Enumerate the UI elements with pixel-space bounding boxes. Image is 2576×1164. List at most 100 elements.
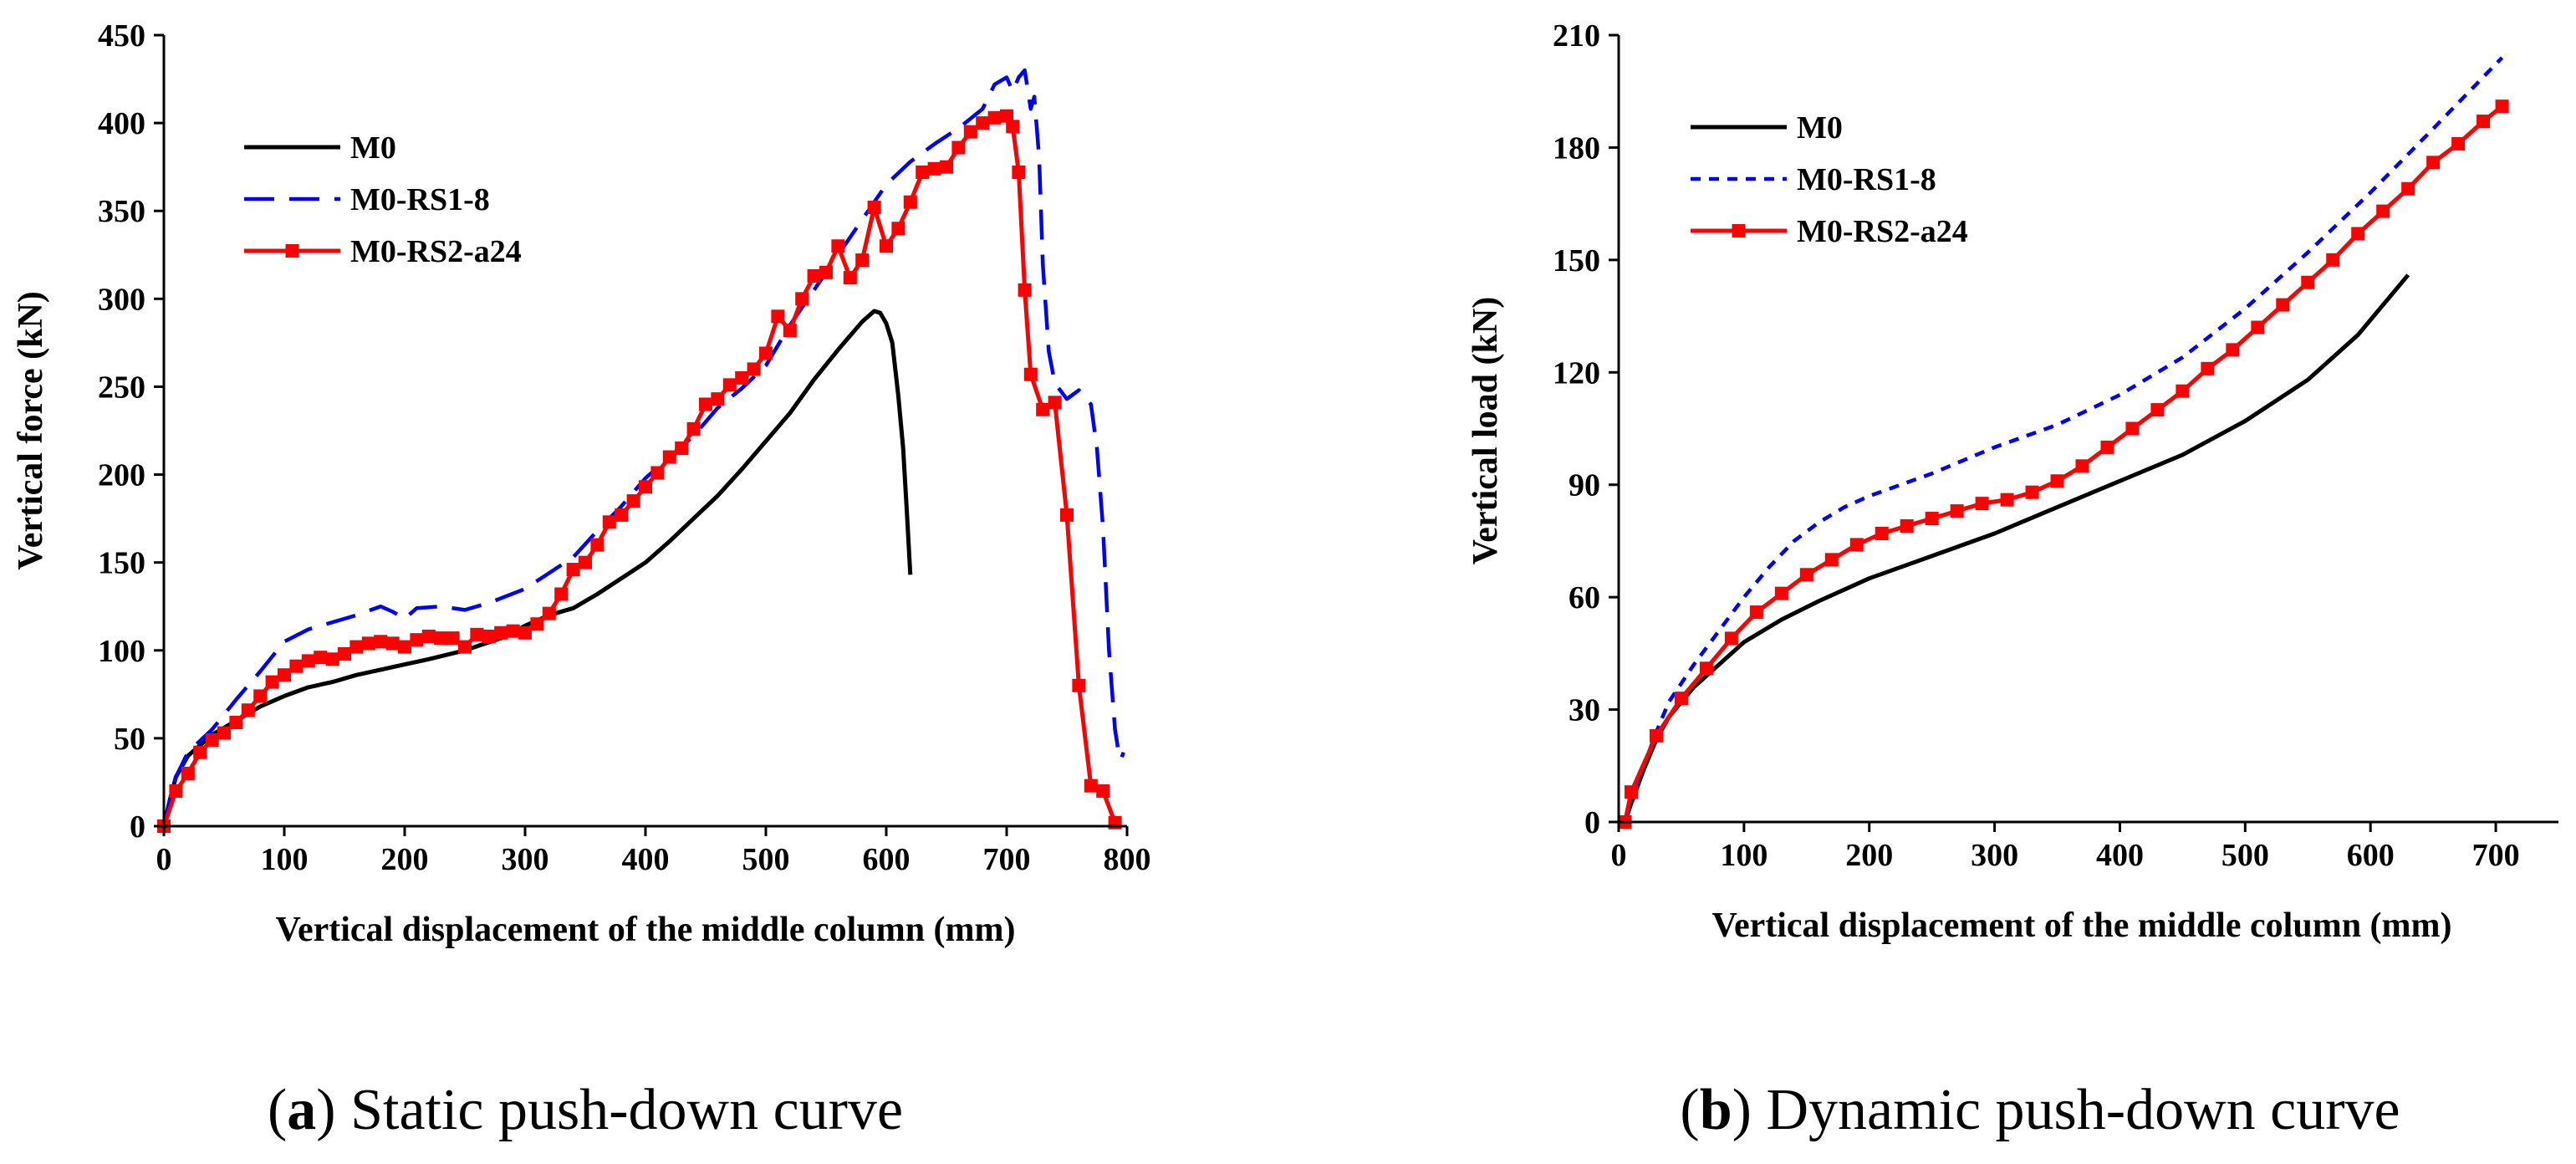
panel-a-data-point-m0-rs2-a24 (687, 422, 701, 436)
panel-a-data-point-m0-rs2-a24 (819, 266, 833, 279)
panel-a-series-line-m0 (164, 311, 911, 826)
panel-b-caption-text: Dynamic push-down curve (1766, 1078, 2400, 1142)
panel-a-data-point-m0-rs2-a24 (494, 626, 508, 640)
panel-b-data-point-m0-rs2-a24 (2496, 100, 2509, 113)
panel-b-y-tick-label: 150 (1553, 243, 1600, 278)
panel-a-data-point-m0-rs2-a24 (374, 635, 387, 648)
panel-a-data-point-m0-rs2-a24 (338, 647, 351, 661)
panel-a-data-point-m0-rs2-a24 (795, 292, 809, 305)
panel-a-y-tick-label: 300 (98, 282, 145, 317)
panel-a-data-point-m0-rs2-a24 (289, 660, 303, 673)
panel-a-data-point-m0-rs2-a24 (951, 141, 965, 155)
panel-a-data-point-m0-rs2-a24 (422, 630, 436, 643)
panel-a-data-point-m0-rs2-a24 (458, 641, 472, 654)
panel-a-data-point-m0-rs2-a24 (446, 631, 460, 645)
panel-a-data-point-m0-rs2-a24 (964, 125, 977, 139)
panel-a-data-point-m0-rs2-a24 (675, 442, 688, 455)
panel-b-data-point-m0-rs2-a24 (1850, 538, 1864, 551)
panel-b-data-point-m0-rs2-a24 (1625, 785, 1638, 799)
panel-a-y-tick-label: 350 (98, 194, 145, 229)
panel-a-data-point-m0-rs2-a24 (206, 733, 219, 747)
panel-b-data-point-m0-rs2-a24 (2176, 385, 2189, 398)
panel-a-data-point-m0-rs2-a24 (567, 563, 580, 576)
panel-a-data-point-m0-rs2-a24 (530, 617, 543, 630)
panel-a-data-point-m0-rs2-a24 (1036, 403, 1049, 416)
panel-b-data-point-m0-rs2-a24 (2477, 115, 2490, 128)
panel-b-data-point-m0-rs2-a24 (1675, 692, 1688, 705)
panel-a-data-point-m0-rs2-a24 (747, 362, 761, 375)
panel-a-data-point-m0-rs2-a24 (808, 269, 821, 283)
panel-a-caption-text: Static push-down curve (350, 1078, 903, 1142)
panel-a-data-point-m0-rs2-a24 (217, 727, 231, 740)
panel-b-data-point-m0-rs2-a24 (2100, 441, 2114, 454)
panel-a-y-tick-label: 50 (114, 722, 145, 757)
panel-b-data-point-m0-rs2-a24 (2401, 182, 2415, 196)
panel-b-x-tick-label: 100 (1720, 838, 1767, 873)
panel-b-y-tick-label: 90 (1569, 468, 1600, 503)
panel-b-legend-marker-m0-rs2-a24 (1732, 224, 1746, 237)
panel-a-y-tick-label: 400 (98, 106, 145, 141)
panel-a-x-tick-label: 200 (381, 842, 429, 877)
panel-b-data-point-m0-rs2-a24 (2201, 362, 2214, 375)
panel-b-data-point-m0-rs2-a24 (1775, 587, 1788, 600)
panel-a-x-tick-label: 400 (622, 842, 670, 877)
panel-a-x-tick-label: 600 (863, 842, 911, 877)
panel-a-data-point-m0-rs2-a24 (723, 378, 737, 391)
panel-a-y-tick-label: 0 (130, 809, 145, 845)
panel-a-data-point-m0-rs2-a24 (940, 161, 953, 174)
panel-a-x-tick-label: 300 (502, 842, 549, 877)
panel-a-legend-label-m0-rs2-a24: M0-RS2-a24 (350, 234, 522, 269)
panel-a-data-point-m0-rs2-a24 (831, 239, 844, 253)
panel-a-data-point-m0-rs2-a24 (880, 239, 893, 253)
panel-b-y-axis-title: Vertical load (kN) (1467, 297, 1505, 564)
panel-b-series-line-m0-rs1-8 (1625, 58, 2502, 822)
panel-b-caption: (b) Dynamic push-down curve (1680, 1078, 2400, 1142)
panel-a-data-point-m0-rs2-a24 (349, 641, 363, 654)
panel-b-y-tick-label: 120 (1553, 355, 1600, 391)
panel-a-data-point-m0-rs2-a24 (302, 654, 315, 667)
panel-b-data-point-m0-rs2-a24 (1926, 512, 1939, 525)
panel-b-data-point-m0-rs2-a24 (1825, 553, 1839, 566)
panel-b-data-point-m0-rs2-a24 (2276, 299, 2289, 312)
panel-a-data-point-m0-rs2-a24 (844, 271, 857, 284)
panel-a-data-point-m0-rs2-a24 (362, 636, 375, 650)
panel-a-data-point-m0-rs2-a24 (518, 626, 532, 640)
panel-b-legend-label-m0-rs1-8: M0-RS1-8 (1797, 162, 1936, 197)
panel-b-data-point-m0-rs2-a24 (2376, 205, 2390, 218)
panel-b-y-tick-label: 180 (1553, 130, 1600, 166)
panel-a-data-point-m0-rs2-a24 (314, 651, 327, 664)
panel-a-y-tick-label: 450 (98, 18, 145, 54)
panel-a-x-tick-label: 700 (983, 842, 1031, 877)
panel-a-data-point-m0-rs2-a24 (326, 652, 339, 666)
panel-a-data-point-m0-rs2-a24 (627, 494, 640, 508)
panel-b-dynamic-chart: 0 100 200 300 400 500 600 700030609012015018021… (1467, 18, 2558, 1142)
panel-b-data-point-m0-rs2-a24 (1951, 504, 1964, 518)
panel-b-data-point-m0-rs2-a24 (1976, 497, 1989, 510)
panel-a-data-point-m0-rs2-a24 (639, 480, 652, 493)
panel-a-x-tick-label: 100 (261, 842, 309, 877)
panel-a-data-point-m0-rs2-a24 (579, 556, 592, 569)
panel-a-data-point-m0-rs2-a24 (278, 668, 291, 682)
panel-a-data-point-m0-rs2-a24 (266, 676, 279, 689)
panel-b-x-tick-label: 300 (1971, 838, 2018, 873)
panel-b-data-point-m0-rs2-a24 (2426, 156, 2440, 169)
panel-b-x-tick-label: 200 (1845, 838, 1893, 873)
panel-a-data-point-m0-rs2-a24 (434, 631, 447, 645)
panel-a-data-point-m0-rs2-a24 (1072, 679, 1085, 692)
panel-b-x-axis-title: Vertical displacement of the middle colu… (1712, 906, 2452, 945)
panel-b-legend-label-m0-rs2-a24: M0-RS2-a24 (1797, 214, 1968, 249)
panel-a-series-line-m0-rs2-a24 (164, 116, 1115, 826)
panel-a-data-point-m0-rs2-a24 (253, 689, 267, 702)
panel-a-data-point-m0-rs2-a24 (554, 588, 568, 601)
panel-a-data-point-m0-rs2-a24 (891, 222, 905, 235)
panel-a-y-axis-title: Vertical force (kN) (12, 291, 50, 570)
panel-a-data-point-m0-rs2-a24 (181, 767, 195, 780)
panel-a-data-point-m0-rs2-a24 (735, 371, 748, 385)
panel-a-static-chart: 0 100 200 300 400 500 600 700 800 0 50 100 150 200 250… (12, 18, 1151, 1142)
panel-a-data-point-m0-rs2-a24 (169, 784, 182, 798)
panel-b-data-point-m0-rs2-a24 (2076, 459, 2089, 472)
panel-a-caption-letter: a (287, 1078, 316, 1142)
panel-b-data-point-m0-rs2-a24 (1700, 661, 1713, 675)
panel-a-data-point-m0-rs2-a24 (1048, 396, 1062, 409)
panel-a-data-point-m0-rs2-a24 (482, 630, 496, 643)
